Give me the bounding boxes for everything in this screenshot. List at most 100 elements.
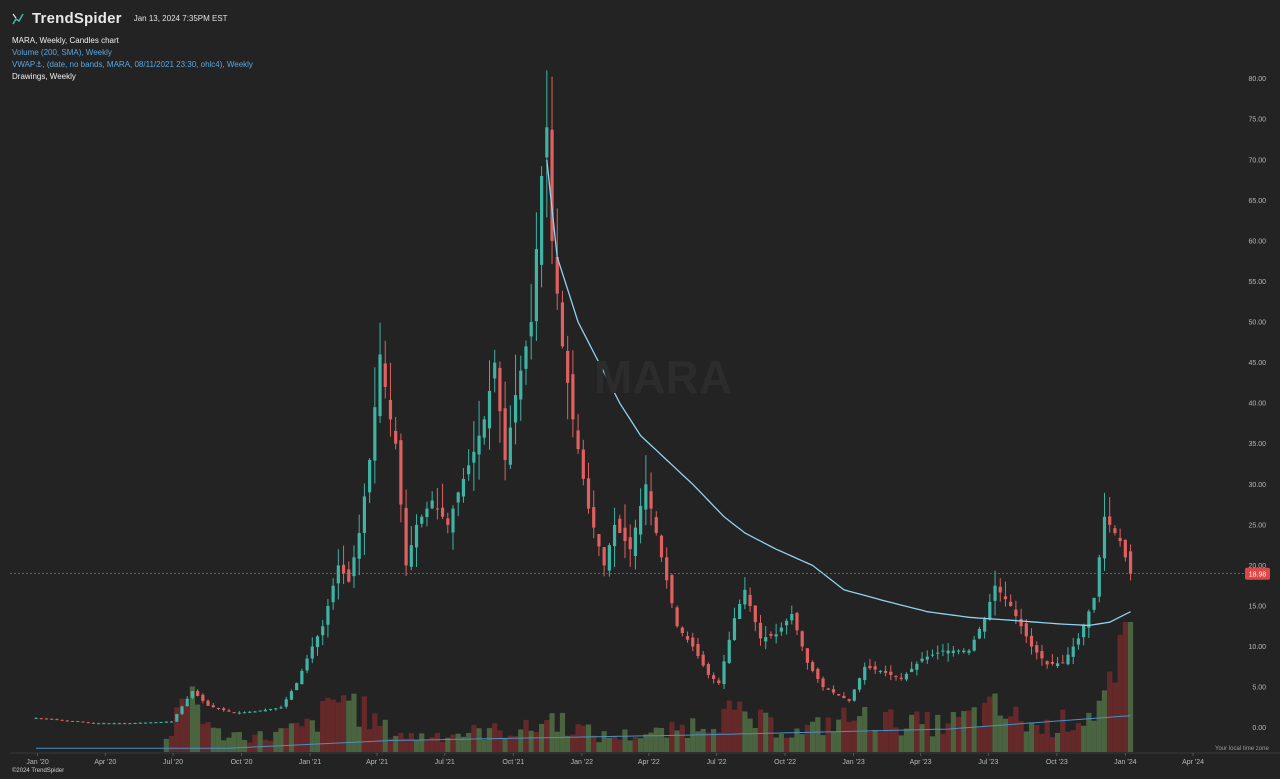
- candle-body: [852, 689, 856, 701]
- candle-body: [753, 605, 757, 623]
- volume-bar: [455, 733, 461, 752]
- candle-body: [592, 507, 596, 528]
- volume-bar: [804, 724, 811, 752]
- candle-body: [659, 535, 664, 558]
- candle-body: [1076, 638, 1081, 645]
- candle-body: [857, 678, 862, 690]
- chart-title[interactable]: MARA, Weekly, Candles chart: [12, 36, 119, 45]
- volume-bar: [914, 711, 920, 752]
- candle-body: [1009, 601, 1013, 606]
- y-tick-label: 60.00: [1248, 238, 1266, 245]
- candle-body: [164, 721, 168, 723]
- volume-bar: [179, 698, 185, 752]
- time-axis[interactable]: Jan '20 Apr '20 Jul '20 Oct '20 Jan '21 Apr '…: [10, 752, 1280, 766]
- indicator-vwap-label[interactable]: VWAP⚓, (date, no bands, MARA, 08/11/2021…: [12, 60, 253, 69]
- candle-body: [201, 694, 205, 701]
- candle-body: [769, 633, 773, 636]
- x-tick-label: Jan '21: [299, 759, 321, 766]
- candle-body: [586, 478, 591, 509]
- volume-sma-line: [36, 715, 1131, 749]
- volume-bar: [497, 730, 503, 752]
- volume-bar: [1013, 706, 1019, 752]
- volume-bar: [283, 728, 289, 752]
- candle-body: [665, 557, 669, 581]
- volume-bar: [841, 707, 847, 752]
- y-tick-label: 25.00: [1248, 522, 1266, 529]
- candle-body: [237, 712, 241, 714]
- candle-body: [268, 709, 273, 711]
- volume-bar: [997, 715, 1003, 752]
- volume-bar: [189, 686, 196, 752]
- candle-body: [972, 639, 976, 651]
- y-tick-label: 0.00: [1252, 725, 1266, 732]
- candle-body: [102, 723, 106, 725]
- volume-bar: [262, 739, 268, 752]
- volume-bar: [294, 722, 300, 752]
- candle-body: [826, 688, 830, 690]
- y-tick-label: 45.00: [1248, 360, 1266, 367]
- candle-body: [837, 693, 841, 696]
- volume-bar: [163, 738, 169, 752]
- volume-bar: [830, 731, 837, 752]
- chart-header: TrendSpider Jan 13, 2024 7:35PM EST MARA…: [12, 10, 253, 83]
- volume-bar: [340, 695, 347, 752]
- volume-bar: [674, 730, 680, 752]
- volume-bar: [1023, 731, 1029, 752]
- y-tick-label: 35.00: [1248, 441, 1266, 448]
- volume-bar: [684, 737, 691, 752]
- candle-body: [123, 723, 127, 725]
- volume-bar: [606, 737, 612, 752]
- volume-bar: [554, 731, 560, 752]
- volume-bar: [481, 739, 487, 752]
- y-tick-label: 80.00: [1248, 76, 1266, 83]
- volume-bar: [1091, 720, 1097, 752]
- candle-body: [805, 648, 810, 663]
- volume-bar: [992, 693, 998, 752]
- volume-bar: [653, 727, 659, 752]
- x-tick-label: Jul '20: [163, 759, 183, 766]
- candle-body: [581, 449, 585, 479]
- volume-bar: [763, 712, 769, 752]
- volume-bar: [611, 736, 618, 752]
- volume-bar: [304, 718, 310, 752]
- candle-body: [289, 691, 294, 700]
- volume-bar: [429, 737, 435, 752]
- candle-body: [305, 658, 309, 671]
- volume-bar: [768, 717, 774, 752]
- x-tick-label: Oct '21: [502, 759, 524, 766]
- candle-body: [967, 650, 971, 653]
- candle-body: [701, 654, 705, 666]
- ticker-watermark: MARA: [594, 351, 732, 403]
- candle-body: [1087, 611, 1091, 628]
- indicator-volume-label[interactable]: Volume (200, SMA), Weekly: [12, 48, 112, 57]
- candle-body: [779, 627, 783, 632]
- candle-body: [675, 607, 679, 627]
- volume-bar: [236, 732, 242, 752]
- candle-body: [1014, 609, 1018, 617]
- y-tick-label: 70.00: [1248, 157, 1266, 164]
- volume-bar: [413, 739, 420, 752]
- candle-body: [91, 722, 95, 724]
- timezone-label[interactable]: Your local time zone: [1215, 746, 1269, 752]
- candle-body: [1019, 618, 1023, 627]
- volume-bar: [528, 730, 534, 752]
- price-axis[interactable]: 80.00 75.00 70.00 65.00 60.00 55.00 50.00 45.00…: [1248, 76, 1266, 732]
- x-tick-label: Apr '21: [366, 759, 388, 766]
- volume-bar: [450, 734, 456, 752]
- candle-body: [482, 419, 486, 438]
- candle-body: [1108, 516, 1112, 525]
- candle-body: [435, 508, 439, 510]
- volume-bar: [398, 732, 404, 752]
- candle-body: [477, 435, 481, 455]
- volume-bar: [492, 723, 498, 752]
- volume-bar: [789, 737, 795, 752]
- volume-bar: [961, 711, 967, 752]
- volume-bar: [929, 736, 936, 752]
- candle-body: [440, 507, 445, 517]
- volume-bar: [1122, 622, 1128, 752]
- drawings-label[interactable]: Drawings, Weekly: [12, 72, 76, 81]
- volume-bar: [288, 723, 295, 752]
- candle-body: [404, 508, 408, 566]
- candle-body: [566, 350, 570, 383]
